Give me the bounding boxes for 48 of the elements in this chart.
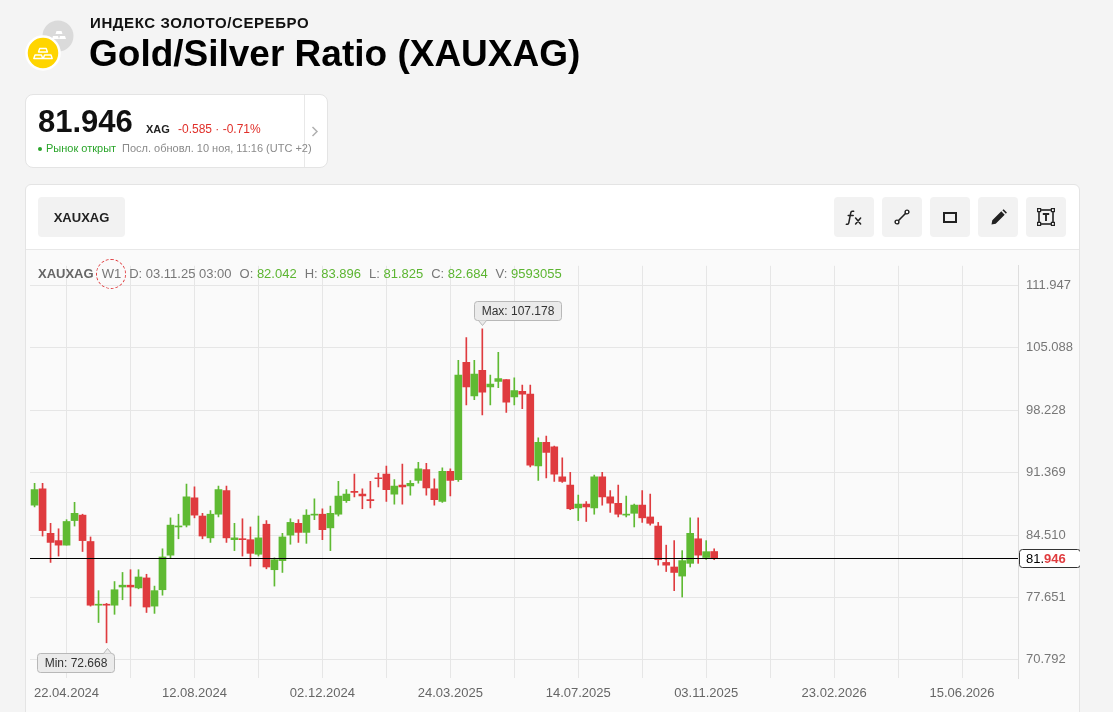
x-tick-label: 15.06.2026 (929, 685, 995, 701)
y-tick-label: 91.369 (1026, 464, 1066, 480)
annotation: H: 83.896 (304, 266, 362, 281)
annotation: L: 81.825 (369, 266, 424, 281)
y-tick-label: 98.228 (1026, 401, 1066, 417)
text: Рынок открыт (46, 142, 117, 154)
line-tool-button[interactable] (882, 197, 922, 237)
chart-title: Gold/Silver Ratio (XAUXAG) (89, 33, 581, 74)
chart-subtitle: ИНДЕКС ЗОЛОТО/СЕРЕБРО (90, 14, 310, 31)
x-tick-label: 24.03.2025 (417, 685, 483, 701)
candlestick (494, 351, 503, 389)
y-tick-label: 105.088 (1026, 339, 1073, 355)
rectangle-button[interactable] (930, 197, 970, 237)
x-tick-label: 22.04.2024 (34, 685, 100, 701)
candlestick (582, 501, 591, 522)
pencil-button[interactable] (978, 197, 1018, 237)
x-tick-label: 23.02.2026 (801, 685, 867, 701)
text: Посл. обновл. 10 ноя, 11:16 (UTC +2) (122, 142, 312, 154)
function-button[interactable] (834, 197, 874, 237)
candlestick (558, 457, 567, 483)
y-tick-label: 84.510 (1026, 526, 1066, 542)
x-tick-label: 14.07.2025 (545, 685, 611, 701)
annotation: O: 82.042 (239, 266, 297, 281)
y-tick-label: 111.947 (1026, 276, 1072, 292)
text: XAG (146, 123, 170, 135)
text-box-button[interactable] (1026, 197, 1066, 237)
candlestick (486, 374, 495, 406)
annotation: XAUXAG (38, 266, 94, 281)
annotation: W1 (101, 266, 122, 281)
annotation: C: 82.684 (431, 266, 488, 281)
ref-line-label: 81.946 (1026, 550, 1066, 566)
text: -0.585 · -0.71% (178, 122, 261, 136)
candlestick (670, 540, 679, 591)
symbol-button[interactable]: XAUXAG (38, 197, 125, 237)
candlestick (510, 377, 519, 406)
y-tick-label: 70.792 (1026, 651, 1066, 667)
annotation: Min: 72.668 (44, 655, 108, 670)
x-tick-label: 12.08.2024 (161, 685, 228, 701)
candlestick (574, 494, 583, 521)
annotation: D: 03.11.25 03:00 (129, 266, 232, 281)
candlestick (518, 384, 527, 409)
x-tick-label: 02.12.2024 (289, 685, 355, 701)
y-tick-label: 77.651 (1026, 589, 1066, 605)
annotation: V: 9593055 (495, 266, 562, 281)
candlestick (662, 544, 671, 572)
annotation: Max: 107.178 (481, 303, 555, 318)
x-tick-label: 03.11.2025 (674, 685, 739, 701)
text: 81.946 (38, 104, 133, 139)
